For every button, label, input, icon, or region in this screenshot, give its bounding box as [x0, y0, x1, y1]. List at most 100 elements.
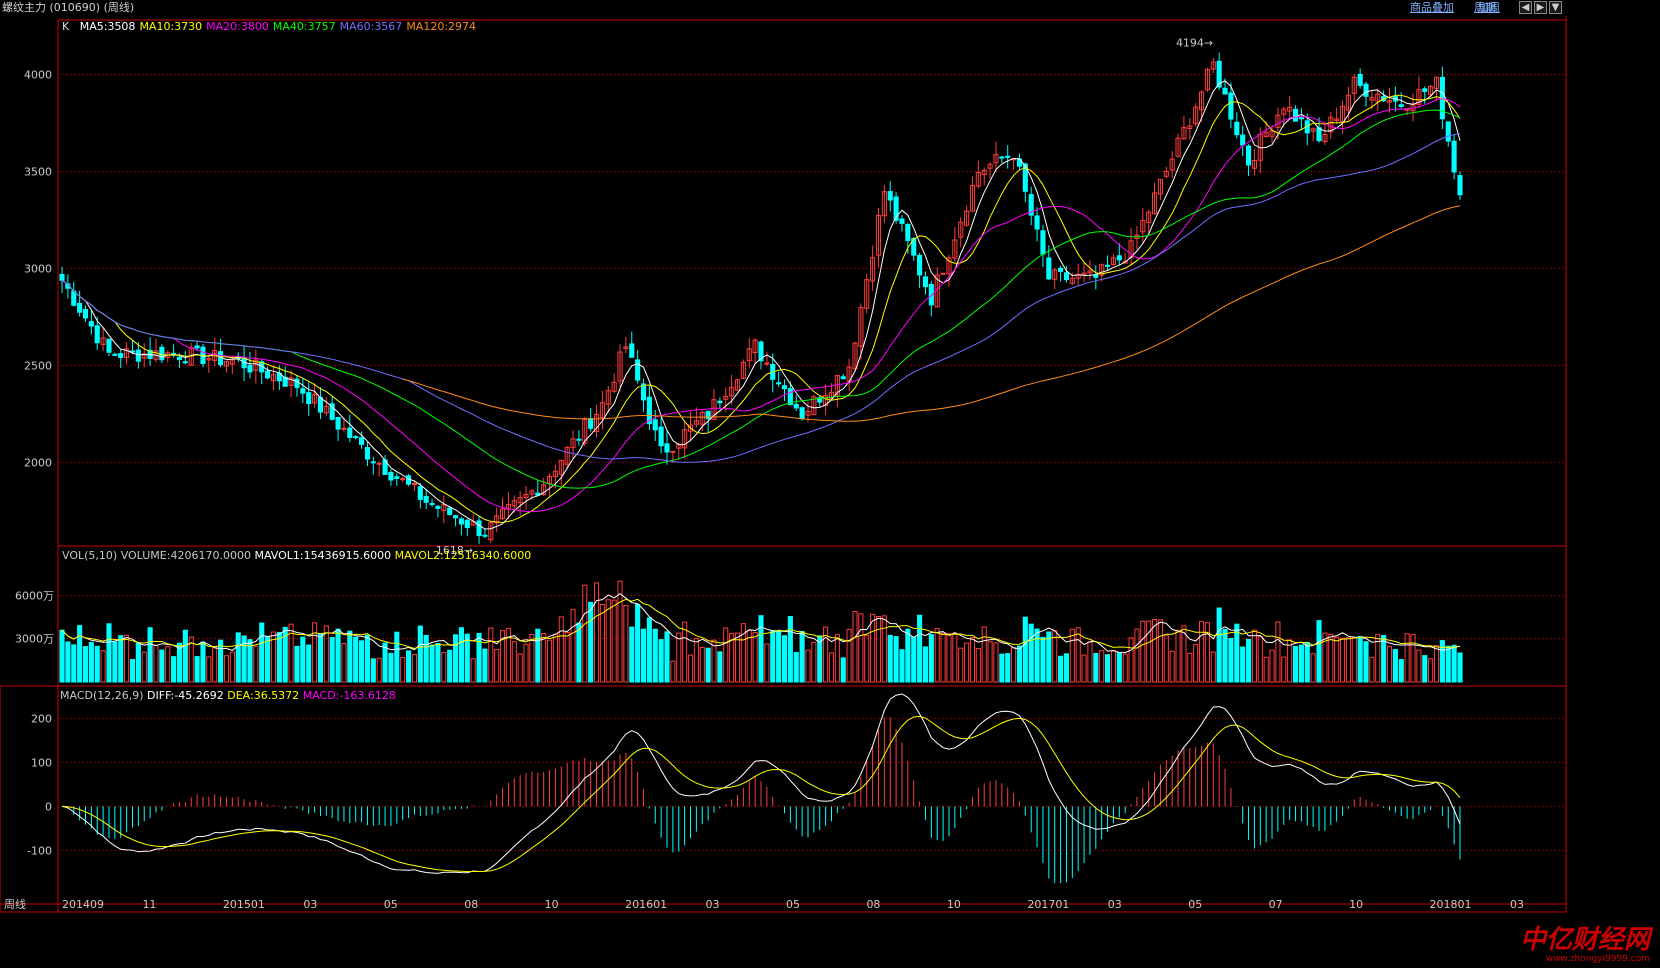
candle-body: [359, 437, 365, 445]
candle-body: [470, 521, 476, 526]
candle-body: [952, 239, 958, 259]
volume-bar: [1222, 628, 1228, 683]
candle-body: [1105, 264, 1111, 267]
volume-bar: [664, 631, 670, 683]
candle-body: [517, 497, 523, 504]
price-tick-label: 2500: [24, 359, 52, 372]
volume-bar: [1163, 634, 1169, 683]
scroll-right-button[interactable]: ▶: [1534, 1, 1547, 14]
volume-bar: [265, 636, 271, 683]
xaxis-tick-label: 03: [303, 898, 317, 911]
low-marker-label: 1618→: [436, 544, 473, 557]
add-week-link[interactable]: 加周: [1478, 1, 1500, 14]
period-link[interactable]: 周期: [1474, 1, 1496, 14]
candle-body: [1122, 260, 1128, 264]
candle-body: [329, 403, 335, 420]
scroll-left-button[interactable]: ◀: [1519, 1, 1532, 14]
volume-bar: [476, 632, 482, 683]
volume-bar: [241, 635, 247, 683]
candle-body: [171, 352, 177, 355]
volume-bar: [1304, 641, 1310, 683]
candle-body: [353, 436, 359, 439]
candle-body: [376, 462, 382, 465]
xaxis-tick-label: 05: [1188, 898, 1202, 911]
commodity-overlay-link[interactable]: 商品叠加: [1410, 1, 1454, 14]
candle-body: [388, 471, 394, 481]
candle-body: [787, 388, 793, 406]
candle-body: [1269, 130, 1275, 137]
candle-body: [523, 493, 529, 498]
candle-body: [1163, 170, 1169, 177]
volume-bar: [599, 603, 605, 683]
watermark-logo: 中亿财经网: [1519, 925, 1650, 955]
volume-bar: [823, 626, 829, 683]
volume-bar: [558, 616, 564, 683]
mavol-line-10: [61, 598, 1461, 650]
volume-bar: [165, 646, 171, 683]
xaxis-tick-label: 201601: [625, 898, 667, 911]
volume-bar: [1110, 650, 1116, 683]
volume-bar: [1281, 656, 1287, 683]
volume-bar: [247, 639, 253, 683]
volume-bar: [347, 630, 353, 683]
xaxis-tick-label: 201701: [1027, 898, 1069, 911]
candle-body: [1040, 230, 1046, 255]
volume-bar: [200, 641, 206, 683]
chart-canvas[interactable]: 400035003000250020004194→1618→6000万3000万…: [0, 16, 1660, 968]
volume-bar: [1228, 637, 1234, 683]
candle-body: [1263, 131, 1269, 137]
volume-bar: [629, 626, 635, 683]
volume-bar: [1011, 647, 1017, 683]
candle-body: [176, 356, 183, 360]
xaxis-tick-label: 11: [142, 898, 156, 911]
xaxis-tick-label: 201501: [223, 898, 265, 911]
candle-body: [776, 382, 782, 385]
volume-bar: [364, 634, 371, 683]
volume-bar: [1445, 645, 1451, 683]
xaxis-tick-label: 05: [786, 898, 800, 911]
volume-bar: [793, 651, 799, 683]
line-ma10: [61, 94, 1461, 524]
price-tick-label: 3000: [24, 262, 52, 275]
volume-bar: [1099, 650, 1105, 683]
volume-bar: [899, 649, 905, 683]
volume-bar: [188, 636, 194, 683]
menu-dropdown-button[interactable]: ▼: [1549, 1, 1562, 14]
candle-body: [1028, 194, 1034, 216]
volume-bar: [987, 641, 993, 683]
volume-bar: [864, 634, 870, 683]
volume-bar: [1357, 635, 1363, 683]
volume-bar: [811, 641, 817, 683]
volume-bar: [740, 623, 746, 683]
volume-bar: [1398, 659, 1404, 683]
volume-bar: [400, 656, 406, 683]
volume-bar: [353, 636, 359, 683]
candle-body: [940, 272, 946, 275]
volume-bar: [1175, 629, 1181, 683]
candle-body: [981, 169, 987, 176]
volume-bar: [1416, 649, 1422, 683]
volume-bar: [447, 649, 453, 683]
candle-body: [558, 459, 564, 475]
candle-body: [881, 191, 887, 217]
xaxis-tick-label: 08: [866, 898, 880, 911]
volume-bar: [129, 659, 136, 683]
xaxis-tick-label: 10: [947, 898, 961, 911]
volume-bar: [1287, 639, 1293, 683]
volume-bar: [1063, 653, 1070, 683]
volume-bar: [529, 633, 535, 683]
candle-body: [429, 502, 435, 505]
volume-bar: [194, 656, 200, 683]
volume-bar: [1322, 632, 1328, 683]
volume-bar: [687, 654, 694, 683]
volume-bar: [65, 641, 71, 683]
volume-bar: [946, 633, 952, 683]
candle-body: [141, 353, 147, 359]
volume-bars: [59, 580, 1463, 683]
candle-body: [875, 214, 882, 256]
volume-bar: [652, 628, 658, 683]
candle-body: [182, 361, 188, 364]
volume-bar: [1058, 655, 1064, 683]
candle-body: [629, 343, 635, 358]
candle-body: [1052, 269, 1058, 280]
